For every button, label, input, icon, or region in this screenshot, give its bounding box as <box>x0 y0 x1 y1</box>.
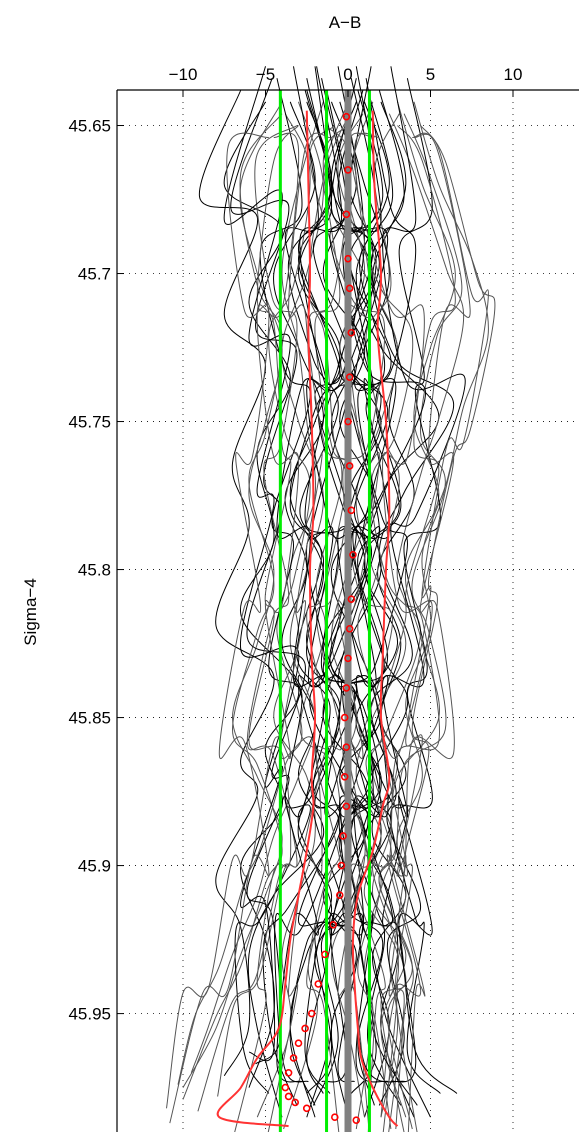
mean-marker <box>302 1104 311 1113</box>
x-tick-label: 5 <box>426 65 435 84</box>
mean-marker <box>345 373 354 381</box>
profile-line <box>386 132 471 1132</box>
mean-marker <box>291 1098 300 1107</box>
marker-layer <box>281 112 361 1124</box>
mean-marker <box>314 980 323 988</box>
mean-marker <box>337 861 346 870</box>
mean-marker <box>281 1083 290 1092</box>
profile-line <box>297 66 406 1083</box>
profile-line <box>217 125 351 1097</box>
mean-marker <box>340 772 349 781</box>
profile-line <box>357 113 400 1130</box>
mean-marker <box>345 284 354 293</box>
mean-marker <box>344 166 352 174</box>
y-axis-title: Sigma−4 <box>21 578 40 646</box>
mean-marker <box>301 1024 309 1033</box>
y-tick-label: 45.7 <box>78 265 111 284</box>
profile-line <box>247 101 325 1118</box>
profile-line <box>355 113 465 1130</box>
x-tick-label: 10 <box>504 65 523 84</box>
profile-line <box>349 89 409 1106</box>
profile-line <box>337 132 380 1132</box>
mean-marker <box>345 624 354 633</box>
profile-line <box>380 101 489 1118</box>
y-tick-label: 45.95 <box>68 1005 111 1024</box>
mean-marker <box>340 713 349 722</box>
mean-marker <box>307 1009 316 1018</box>
mean-marker <box>352 1116 361 1124</box>
x-tick-label: −10 <box>169 65 198 84</box>
y-tick-label: 45.8 <box>78 561 111 580</box>
profile-line <box>166 132 300 1109</box>
mean-marker <box>329 920 337 929</box>
mean-marker <box>345 462 354 470</box>
mean-marker <box>344 654 352 663</box>
y-tick-label: 45.85 <box>68 709 111 728</box>
profile-line <box>169 132 270 1124</box>
y-tick-label: 45.75 <box>68 413 111 432</box>
x-axis-title: A−B <box>329 13 362 32</box>
mean-marker <box>344 254 352 263</box>
envelope-layer <box>216 110 399 1128</box>
grid-layer <box>117 90 579 1132</box>
profile-line <box>267 132 331 1132</box>
profile-line <box>177 113 311 1085</box>
mean-marker <box>342 743 351 751</box>
mean-marker <box>342 210 351 219</box>
profile-line <box>350 89 402 1106</box>
mean-marker <box>344 417 352 426</box>
y-tick-label: 45.9 <box>78 857 111 876</box>
axes-layer: −10 −5 0 5 10 45.65 45.7 45.75 45.8 45.85 45.9 45.9… <box>68 65 579 1132</box>
y-tick-label: 45.65 <box>68 117 111 136</box>
mean-marker <box>342 802 351 811</box>
profile-line <box>382 133 489 1132</box>
profile-line <box>230 78 306 1065</box>
mean-marker <box>284 1092 293 1101</box>
mean-marker <box>347 595 356 603</box>
mean-marker <box>330 1113 339 1121</box>
mean-marker <box>321 950 329 959</box>
profile-line <box>330 101 374 1118</box>
mean-marker <box>342 112 351 121</box>
mean-marker <box>349 550 357 559</box>
profile-line <box>234 125 299 1132</box>
profile-line <box>378 113 463 1130</box>
profile-line <box>182 101 283 1088</box>
profile-line <box>371 125 456 1132</box>
profiles-layer <box>166 66 496 1132</box>
mean-marker <box>347 506 356 515</box>
mean-marker <box>294 1039 303 1047</box>
x-tick-label: −5 <box>256 65 275 84</box>
profile-line <box>349 132 433 1132</box>
mean-marker <box>339 832 347 840</box>
profile-line <box>309 125 394 1132</box>
envelope-right-line <box>351 110 399 1127</box>
mean-marker <box>347 328 356 337</box>
x-tick-label: 0 <box>343 65 352 84</box>
profile-line <box>190 101 324 1073</box>
envelope-left-line <box>216 110 317 1128</box>
mean-marker <box>289 1054 298 1062</box>
profile-line <box>382 66 466 1083</box>
mean-marker <box>342 684 351 692</box>
profile-line <box>348 78 458 1094</box>
mean-marker <box>335 891 344 899</box>
profile-line <box>306 125 349 1132</box>
reference-layer <box>278 90 371 1132</box>
profile-line <box>390 78 441 1094</box>
mean-marker <box>284 1068 293 1077</box>
